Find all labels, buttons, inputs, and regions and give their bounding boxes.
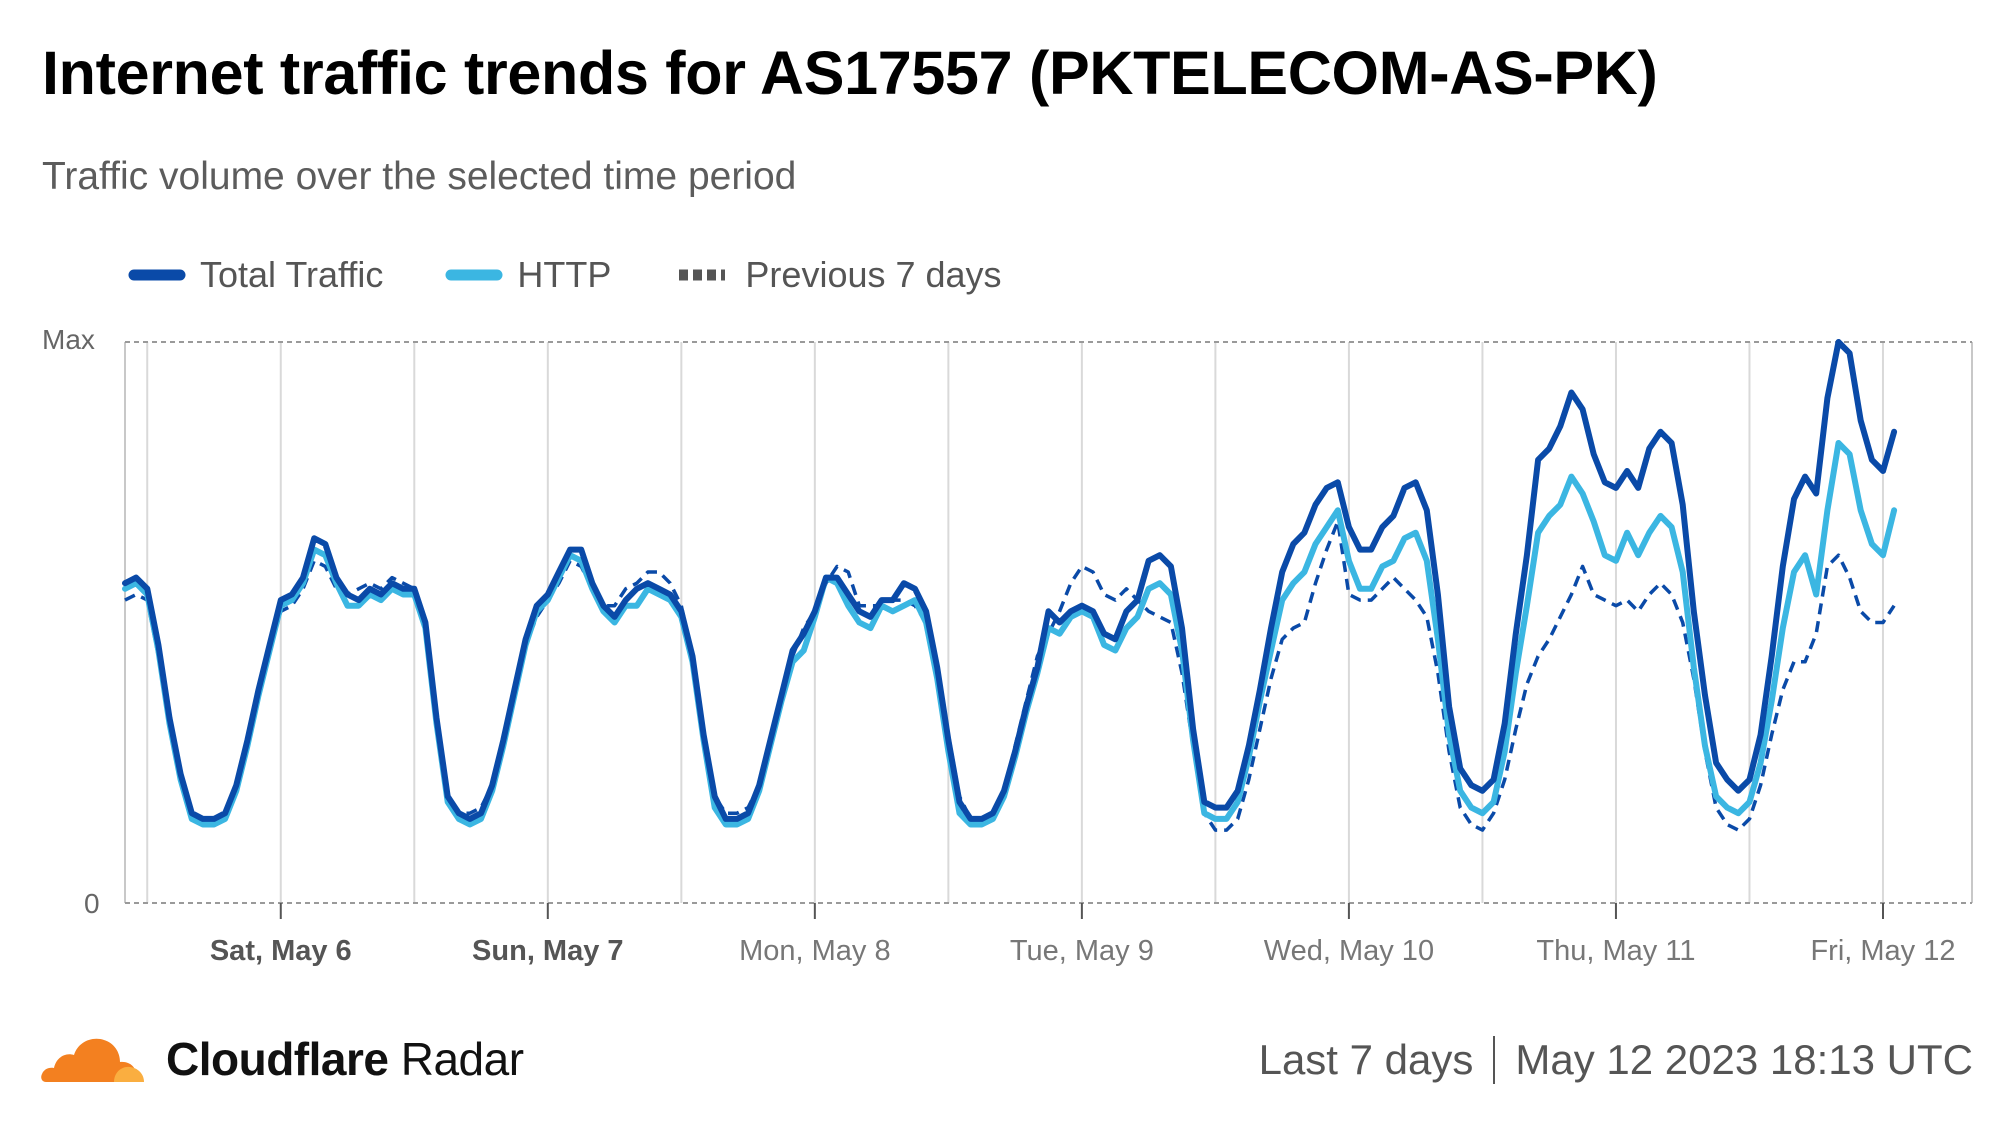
legend-item-total-traffic[interactable]: Total Traffic bbox=[128, 254, 383, 296]
y-tick-label-max: Max bbox=[42, 324, 95, 355]
cloudflare-radar-brand: Cloudflare Radar bbox=[40, 1032, 524, 1086]
chart-title: Internet traffic trends for AS17557 (PKT… bbox=[42, 39, 1658, 107]
brand-name-bold: Cloudflare bbox=[166, 1033, 389, 1085]
x-tick-label: Thu, May 11 bbox=[1536, 935, 1695, 967]
series-line-total-traffic bbox=[122, 339, 1898, 822]
generated-timestamp: May 12 2023 18:13 UTC bbox=[1515, 1036, 1973, 1083]
time-period: Last 7 days bbox=[1258, 1036, 1474, 1083]
y-tick-label-zero: 0 bbox=[84, 888, 100, 919]
legend-swatch-total-traffic bbox=[128, 269, 186, 281]
x-tick-label: Sat, May 6 bbox=[210, 935, 352, 967]
legend-swatch-http bbox=[445, 269, 503, 281]
legend-item-http[interactable]: HTTP bbox=[445, 254, 611, 296]
cloudflare-logo-icon bbox=[41, 1038, 144, 1082]
footer-separator bbox=[1493, 1036, 1496, 1084]
x-tick-label: Tue, May 9 bbox=[1010, 935, 1154, 967]
legend-label-previous-7-days: Previous 7 days bbox=[745, 254, 1002, 295]
legend-item-previous-7-days[interactable]: Previous 7 days bbox=[673, 254, 1002, 296]
x-tick-label: Wed, May 10 bbox=[1264, 935, 1434, 967]
footer-meta: Last 7 days May 12 2023 18:13 UTC bbox=[1259, 1036, 1973, 1084]
legend-swatch-previous-7-days bbox=[679, 269, 726, 281]
legend-label-total-traffic: Total Traffic bbox=[200, 254, 384, 295]
brand-name-rest: Radar bbox=[388, 1033, 524, 1085]
x-tick-label: Mon, May 8 bbox=[739, 935, 891, 967]
chart-subtitle: Traffic volume over the selected time pe… bbox=[42, 155, 797, 198]
legend-label-http: HTTP bbox=[517, 254, 612, 295]
chart-legend: Total Traffic HTTP Previous 7 days bbox=[128, 254, 1064, 296]
x-tick-label: Fri, May 12 bbox=[1810, 935, 1955, 967]
series-line-previous-7-days bbox=[124, 519, 1896, 832]
x-tick-label: Sun, May 7 bbox=[472, 935, 624, 967]
brand-name: Cloudflare Radar bbox=[166, 1032, 524, 1086]
